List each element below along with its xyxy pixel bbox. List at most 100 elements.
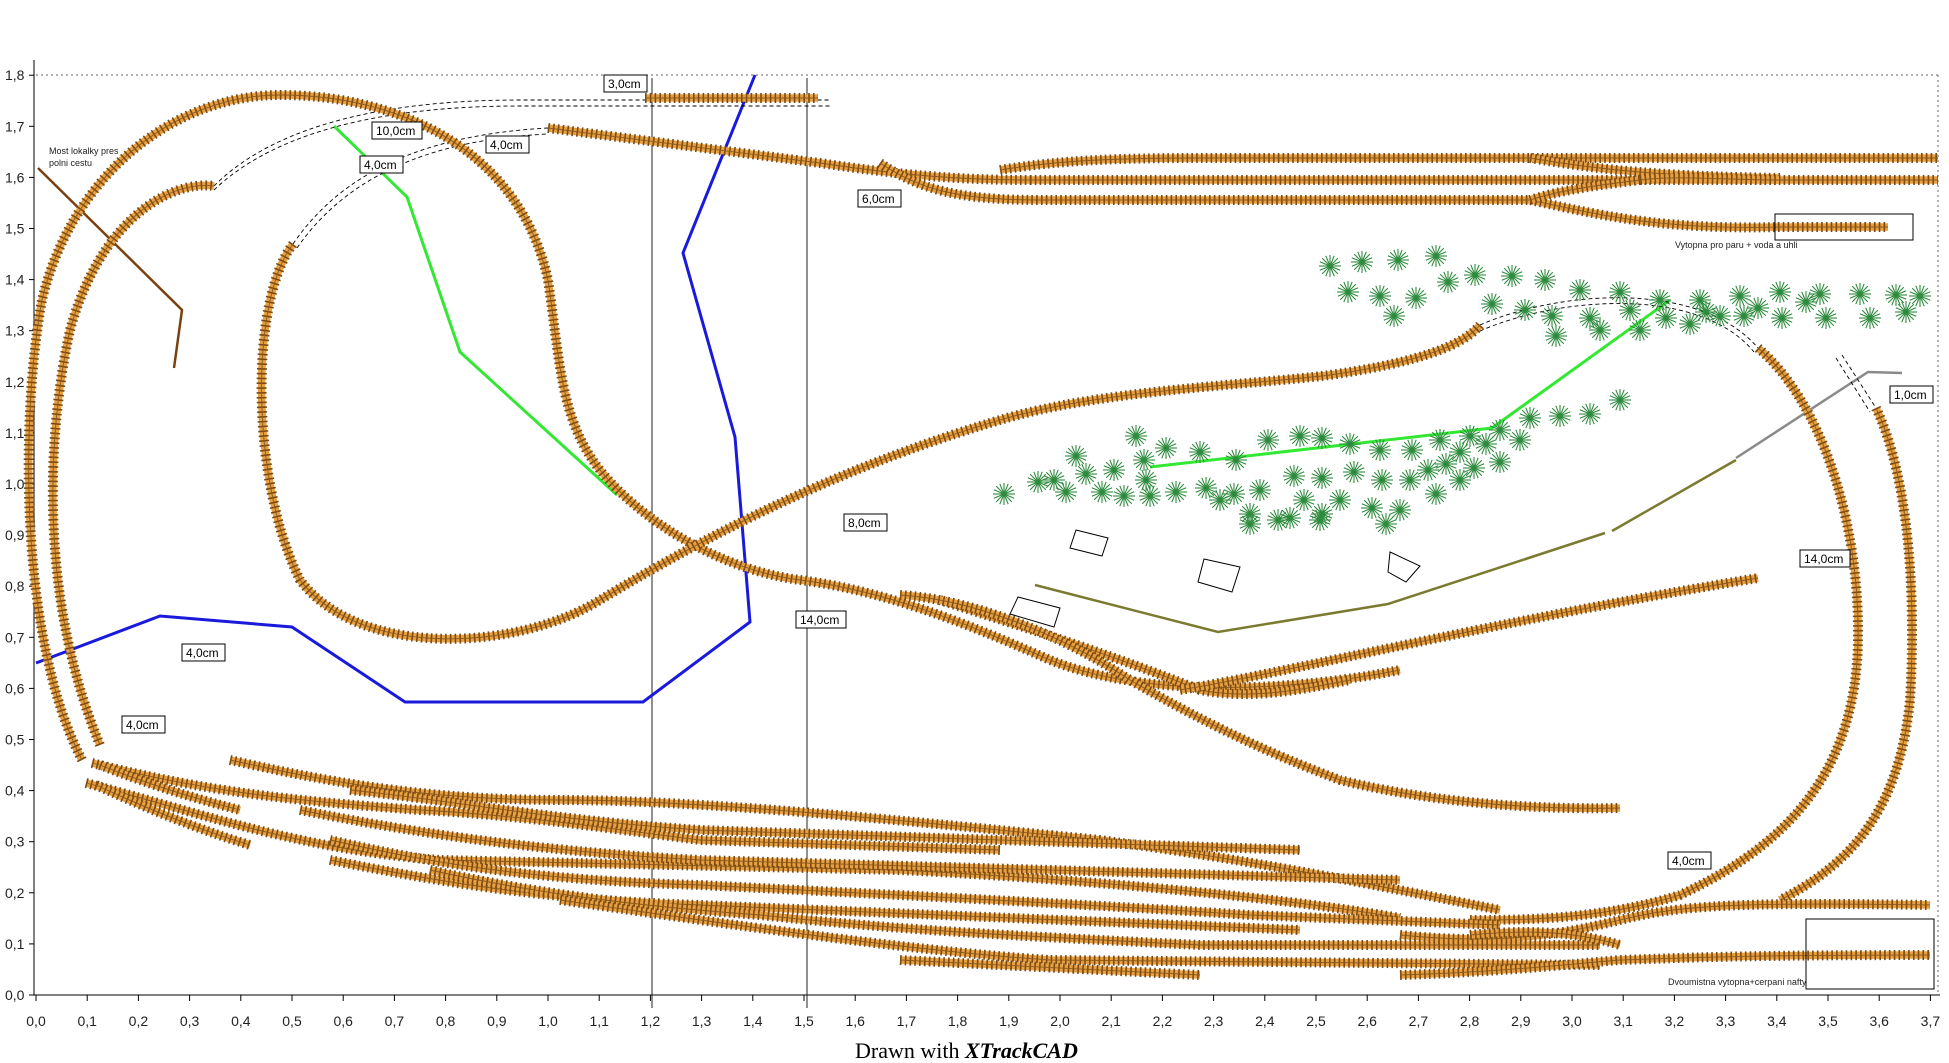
tree-icon [1609, 389, 1631, 411]
y-tick-label: 0,1 [5, 936, 25, 952]
tree-icon [1135, 469, 1157, 491]
tree-icon [1027, 471, 1049, 493]
footer-credit: Drawn with XTrackCAD [855, 1038, 1078, 1063]
track [256, 240, 1484, 644]
tree-icon [1283, 465, 1305, 487]
tree-icon [1549, 405, 1571, 427]
tree-icon [1709, 305, 1731, 327]
tree-icon [1383, 305, 1405, 327]
tree-icon [1514, 299, 1536, 321]
tree-icon [1769, 281, 1791, 303]
tree-icon [1309, 509, 1331, 531]
tree-icon [1795, 291, 1817, 313]
x-tick-label: 2,1 [1101, 1013, 1121, 1029]
y-tick-label: 1,2 [5, 374, 25, 390]
tree-icon [1103, 459, 1125, 481]
x-tick-label: 3,4 [1767, 1013, 1787, 1029]
tree-icon [1195, 477, 1217, 499]
tree-icon [1343, 461, 1365, 483]
building-3 [1387, 551, 1421, 583]
tree-icon [1361, 497, 1383, 519]
x-tick-label: 2,0 [1050, 1013, 1070, 1029]
dimension-label: 1,0cm [1889, 385, 1934, 404]
footer-prefix: Drawn with [855, 1038, 965, 1063]
tree-icon [1747, 297, 1769, 319]
y-tick-label: 1,8 [5, 67, 25, 83]
tree-icon [1771, 307, 1793, 329]
y-tick-label: 1,0 [5, 476, 25, 492]
tree-icon [1859, 307, 1881, 329]
blue-line [35, 74, 757, 704]
tree-icon [1733, 305, 1755, 327]
x-tick-label: 0,1 [77, 1013, 97, 1029]
x-tick-label: 2,6 [1357, 1013, 1377, 1029]
tree-icon [1369, 439, 1391, 461]
tree-icon [1319, 255, 1341, 277]
y-tick-label: 0,9 [5, 527, 25, 543]
tree-icon [1449, 441, 1471, 463]
x-tick-label: 3,3 [1716, 1013, 1736, 1029]
x-tick-label: 1,0 [538, 1013, 558, 1029]
tree-icon [1417, 459, 1439, 481]
dimension-label: 14,0cm [795, 610, 847, 629]
tree-icon [1429, 429, 1451, 451]
tree-icon [1534, 269, 1556, 291]
olive-line [1034, 458, 1737, 634]
dimension-label-text: 4,0cm [126, 718, 159, 732]
tree-icon [1629, 319, 1651, 341]
tree-icon [1729, 285, 1751, 307]
tree-icon [1885, 284, 1907, 306]
tree-icon [1155, 437, 1177, 459]
track [98, 760, 242, 815]
dimension-label-text: 1,0cm [1894, 388, 1927, 402]
y-axis-ticks: 0,0 0,1 0,2 0,3 0,4 0,5 0,6 0,7 0,8 0,9 1,0 1,1 1,2 1… [5, 67, 34, 1003]
y-tick-label: 0,6 [5, 680, 25, 696]
y-tick-label: 0,7 [5, 629, 25, 645]
dimension-label: 6,0cm [857, 189, 902, 208]
dimension-label: 4,0cm [121, 715, 166, 734]
x-tick-label: 1,8 [948, 1013, 968, 1029]
track [547, 123, 1031, 185]
track [1469, 927, 1622, 950]
tree-icon [1425, 245, 1447, 267]
tree-icon [1895, 301, 1917, 323]
tree-icon [1425, 483, 1447, 505]
bridge-line [37, 167, 184, 369]
y-tick-label: 1,1 [5, 425, 25, 441]
x-tick-label: 0,0 [26, 1013, 46, 1029]
dimension-label: 4,0cm [485, 135, 530, 154]
tree-icon [1401, 439, 1423, 461]
x-tick-label: 3,5 [1818, 1013, 1838, 1029]
tree-icon [1055, 481, 1077, 503]
track [899, 955, 1201, 980]
x-tick-label: 0,6 [333, 1013, 353, 1029]
x-tick-label: 2,7 [1409, 1013, 1429, 1029]
tree-icon [1463, 457, 1485, 479]
tree-icon [1375, 513, 1397, 535]
tree-icon [1267, 509, 1289, 531]
x-tick-label: 3,6 [1869, 1013, 1889, 1029]
tree-icon [1209, 489, 1231, 511]
y-tick-label: 1,5 [5, 221, 25, 237]
tree-icon [1655, 307, 1677, 329]
dimension-label-text: 4,0cm [186, 646, 219, 660]
track [93, 780, 252, 850]
y-tick-label: 0,3 [5, 834, 25, 850]
tree-icon [1293, 489, 1315, 511]
tree-icon [1489, 451, 1511, 473]
track [1777, 405, 1918, 905]
steam-depot-note: Vytopna pro paru + voda a uhli [1675, 240, 1798, 250]
y-tick-label: 1,6 [5, 169, 25, 185]
tree-icon [1257, 429, 1279, 451]
track [23, 89, 1401, 763]
tree-icon [1125, 425, 1147, 447]
tree-icon [1351, 251, 1373, 273]
buildings [1009, 213, 1935, 990]
dimension-label-text: 10,0cm [376, 124, 415, 138]
tree-icon [1279, 507, 1301, 529]
dimension-label-text: 8,0cm [848, 516, 881, 530]
track [559, 895, 1601, 970]
tree-icon [1289, 425, 1311, 447]
